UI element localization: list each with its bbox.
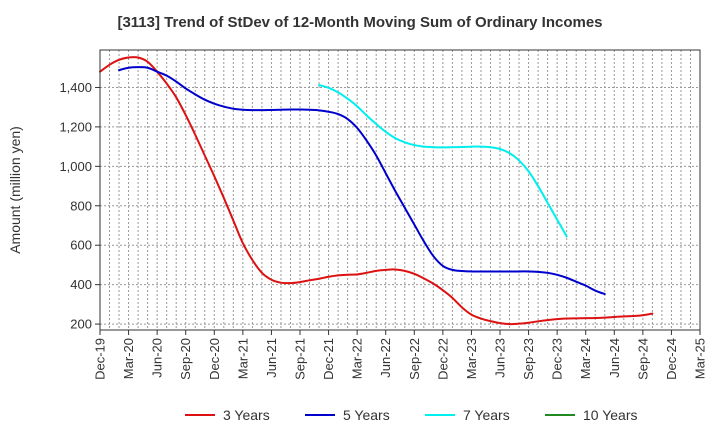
grid-lines [100,50,700,330]
legend-label: 5 Years [343,407,390,423]
x-tick-label: Sep-24 [635,338,650,380]
legend-label: 10 Years [583,407,638,423]
series-line-5-years [118,66,606,296]
x-tick-label: Dec-20 [207,338,222,380]
x-tick-label: Mar-21 [235,338,250,379]
y-tick-label: 200 [70,317,92,332]
x-tick-label: Mar-24 [578,338,593,379]
x-tick-label: Jun-20 [150,338,165,378]
y-tick-label: 1,200 [59,119,92,134]
x-tick-label: Jun-23 [493,338,508,378]
x-tick-label: Dec-24 [664,338,679,380]
x-tick-label: Dec-22 [435,338,450,380]
x-axis-ticks: Dec-19 Mar-20 Jun-20 Sep-20 Dec-20 Mar-21 Jun-… [93,330,708,380]
series-lines [99,56,654,326]
y-tick-label: 1,400 [59,80,92,95]
x-tick-label: Sep-22 [407,338,422,380]
y-axis-title: Amount (million yen) [7,126,23,254]
chart-title: [3113] Trend of StDev of 12-Month Moving… [117,14,603,31]
y-tick-label: 1,000 [59,159,92,174]
x-tick-label: Sep-23 [521,338,536,380]
y-tick-label: 400 [70,277,92,292]
series-line-3-years [99,56,654,326]
x-tick-label: Sep-20 [178,338,193,380]
x-tick-label: Dec-21 [321,338,336,380]
legend: 3 Years 5 Years 7 Years 10 Years [185,407,638,423]
x-tick-label: Jun-22 [378,338,393,378]
legend-label: 3 Years [223,407,270,423]
plot-frame [99,49,701,331]
x-tick-label: Sep-21 [293,338,308,380]
x-tick-label: Mar-20 [121,338,136,379]
x-tick-label: Dec-23 [550,338,565,380]
legend-label: 7 Years [463,407,510,423]
x-tick-label: Jun-21 [264,338,279,378]
y-axis-ticks: 200 400 600 800 1,000 1,200 1,400 [59,80,100,332]
y-tick-label: 600 [70,238,92,253]
x-tick-label: Mar-25 [693,338,708,379]
y-tick-label: 800 [70,198,92,213]
x-tick-label: Dec-19 [93,338,108,380]
series-line-7-years [318,84,568,238]
x-tick-label: Jun-24 [607,338,622,378]
x-tick-label: Mar-22 [350,338,365,379]
x-tick-label: Mar-23 [464,338,479,379]
